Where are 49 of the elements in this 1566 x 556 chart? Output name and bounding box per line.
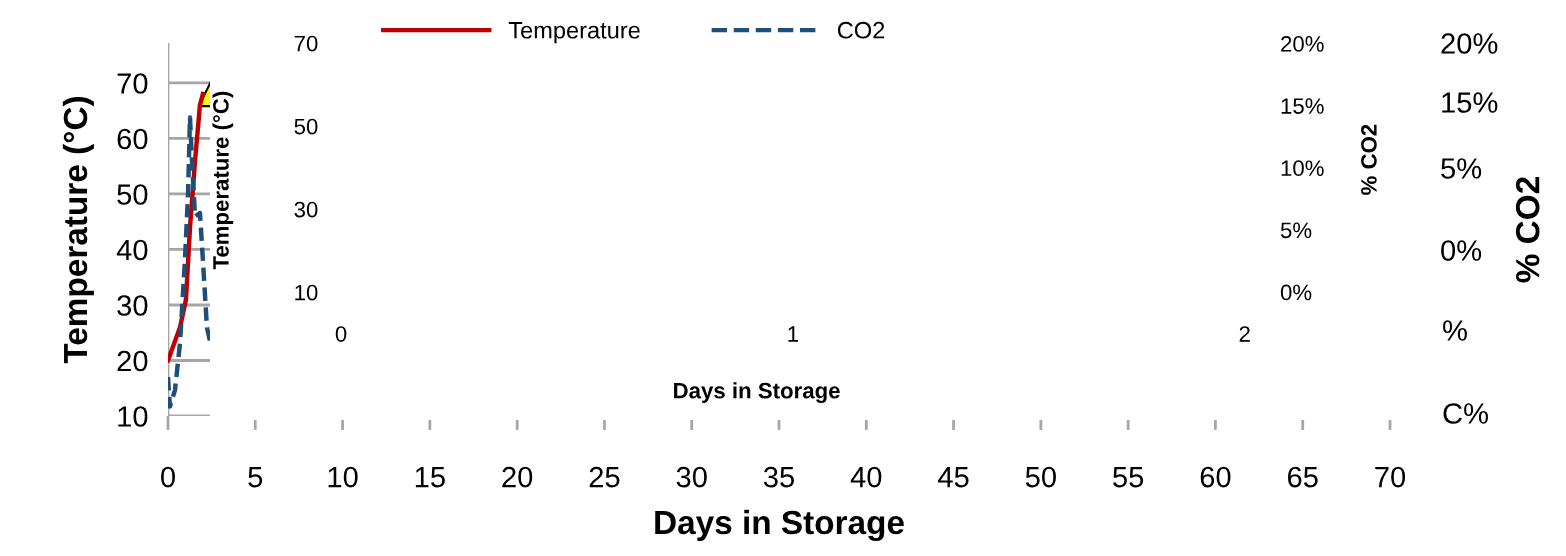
text: C% <box>1443 403 1488 424</box>
legend-label: CO2 <box>837 21 885 39</box>
x-tick-label: 50 <box>1025 466 1056 488</box>
x-axis-title: Days in Storage <box>674 382 840 404</box>
line-series <box>168 115 213 409</box>
y2-tick-label: 0% <box>1280 284 1312 301</box>
x-tick-label: 10 <box>328 466 358 488</box>
y2-tick-label: 10% <box>1281 160 1324 177</box>
y2-axis-title: % CO2 <box>1515 177 1540 283</box>
x-tick-label: 55 <box>1113 467 1144 488</box>
y-tick-label: 50 <box>294 118 318 135</box>
x-tick-label: 20 <box>502 466 533 488</box>
x-tick-label: 60 <box>1200 466 1231 488</box>
y2-tick-label: 15% <box>1442 92 1498 113</box>
x-tick-label: 25 <box>589 466 620 488</box>
x-tick-label: 70 <box>1375 466 1406 488</box>
text: % <box>1443 320 1467 341</box>
y2-axis-title: % CO2 <box>1361 124 1377 195</box>
x-tick-label: 45 <box>938 467 969 488</box>
x-tick-label: 0 <box>335 326 347 342</box>
x-tick-label: 15 <box>415 467 445 488</box>
y-tick-label: 10 <box>118 406 148 427</box>
x-tick-label: 2 <box>1239 326 1250 342</box>
y3-tick-label: 0% <box>1441 240 1482 261</box>
y-tick-label: 70 <box>294 35 318 52</box>
y-tick-label: 30 <box>117 295 148 316</box>
y-axis-title: Temperature (°C) <box>212 91 234 270</box>
x-tick-label: 30 <box>676 466 707 488</box>
y-tick-label: 60 <box>117 128 148 150</box>
x-tick-label: 35 <box>763 466 794 488</box>
legend-label: Temperature <box>508 22 640 44</box>
y2-tick-label: 20% <box>1281 36 1324 52</box>
y3-tick-label: 5% <box>1441 158 1482 179</box>
y-tick-label: 50 <box>117 184 148 205</box>
y-tick-label: 40 <box>116 239 148 261</box>
y-tick-label: 30 <box>294 201 318 218</box>
y-axis-title: Temperature (°C) <box>62 96 94 364</box>
y-tick-label: 70 <box>117 73 148 94</box>
y2-tick-label: 15% <box>1281 98 1324 114</box>
x-tick-label: 1 <box>788 326 798 342</box>
x-axis-title: Days in Storage <box>655 509 904 542</box>
x-tick-label: 0 <box>161 466 175 488</box>
y2-tick-label: 20% <box>1441 33 1498 54</box>
y-tick-label: 10 <box>295 284 318 301</box>
x-tick-label: 40 <box>850 466 882 488</box>
y-tick-label: 20 <box>117 350 148 372</box>
y2-tick-label: 5% <box>1280 222 1312 239</box>
x-tick-label: 65 <box>1287 466 1318 488</box>
x-tick-label: 5 <box>248 467 263 488</box>
